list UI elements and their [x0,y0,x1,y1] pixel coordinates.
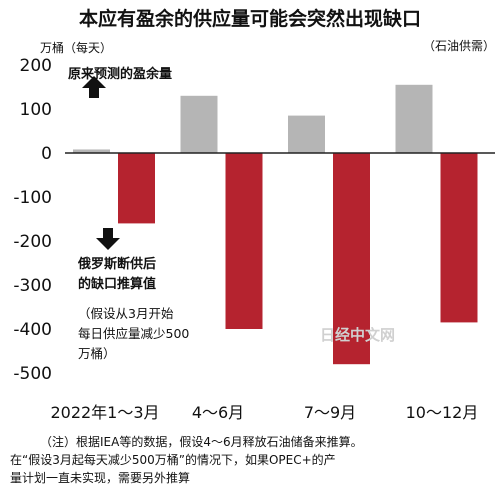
surplus-bar [73,149,110,153]
y-tick-label: -200 [13,232,52,252]
surplus-label: 原来预测的盈余量 [68,66,172,82]
x-category-label: 2022年1～3月 [50,403,159,422]
x-category-label: 10～12月 [406,403,479,422]
note-line2: 在“假设3月起每天减少500万桶”的情况下，如果OPEC+的产 [10,452,336,467]
chart-title: 本应有盈余的供应量可能会突然出现缺口 [79,7,421,30]
y-tick-label: -400 [13,320,52,340]
surplus-bar [395,84,433,153]
note-line3: 量计划一直未实现，需要另外推算 [10,470,190,485]
down-arrow-icon [96,228,120,250]
y-tick-label: -300 [13,276,52,296]
up-arrow-icon [82,76,106,98]
shortfall-bar [225,153,263,329]
assumption-line3: 万桶） [78,346,116,361]
shortfall-bar [440,153,478,323]
shortfall-bar [333,153,370,365]
assumption-line1: （假设从3月开始 [78,306,174,321]
y-tick-label: -500 [13,364,52,384]
unit-label: 万桶（每天） [40,40,112,55]
shortfall-label-line1: 俄罗斯断供后 [77,256,156,272]
y-tick-label: -100 [13,188,52,208]
shortfall-bar [118,153,155,224]
x-category-label: 4～6月 [192,403,244,422]
y-tick-label: 100 [20,100,52,120]
y-tick-label: 0 [41,144,52,164]
watermark: 日经中文网 [320,326,395,344]
y-tick-label: 200 [20,56,52,76]
x-category-label: 7～9月 [304,403,356,422]
x-axis: 2022年1～3月 4～6月 7～9月 10～12月 [50,403,478,422]
assumption-line2: 每日供应量减少500 [78,326,189,341]
surplus-bar [288,115,325,153]
shortfall-label-line2: 的缺口推算值 [78,276,156,292]
note-line1: （注）根据IEA等的数据，假设4～6月释放石油储备来推算。 [40,434,363,449]
bars [73,84,478,365]
source-label: （石油供需） [423,39,495,53]
surplus-bar [180,95,218,153]
y-axis: 200 100 0 -100 -200 -300 -400 -500 [13,56,52,384]
